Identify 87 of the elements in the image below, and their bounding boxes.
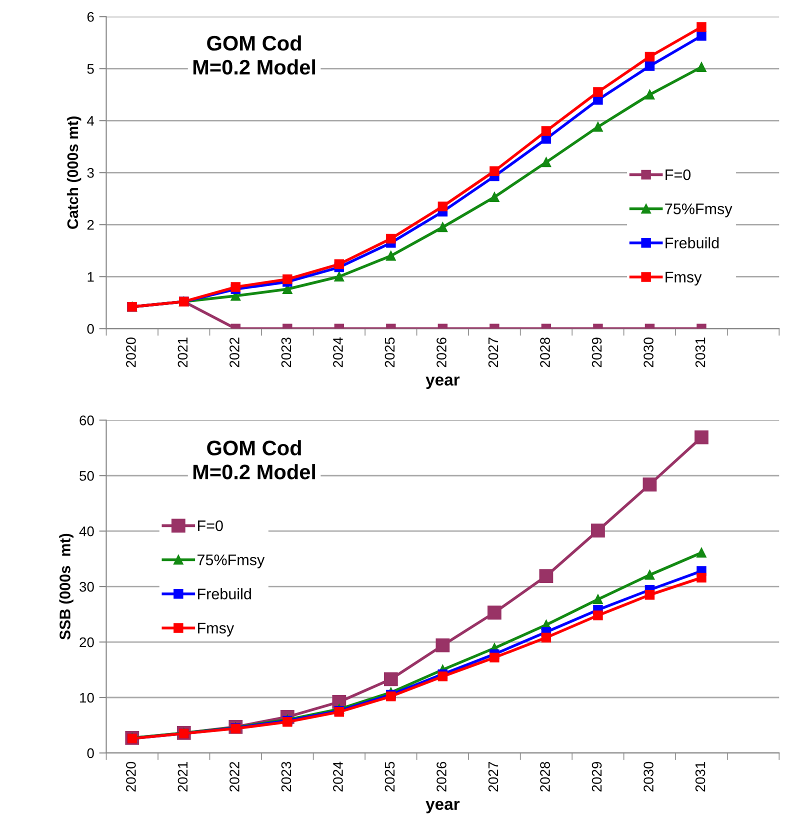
x-tick-label: 2027 xyxy=(488,338,498,368)
x-tick-label: 2022 xyxy=(230,338,240,368)
y-tick-label: 20 xyxy=(80,637,94,648)
point xyxy=(696,62,706,72)
y-axis-title: SSB (000s mt) xyxy=(59,534,74,640)
y-axis-title: Catch (000s mt) xyxy=(66,116,82,229)
y-tick-label: 5 xyxy=(87,64,94,74)
y-tick-label: 0 xyxy=(87,748,94,758)
legend-label: Fmsy xyxy=(198,622,234,637)
point xyxy=(488,606,502,620)
point xyxy=(334,259,344,270)
x-tick-label: 2022 xyxy=(230,762,240,792)
y-tick-label: 2 xyxy=(87,220,94,230)
point xyxy=(644,590,655,600)
point xyxy=(696,31,706,41)
y-tick-label: 3 xyxy=(87,168,94,178)
x-axis-title: year xyxy=(426,800,460,814)
point xyxy=(438,202,448,212)
point xyxy=(541,157,552,168)
point xyxy=(694,430,708,444)
x-tick-label: 2020 xyxy=(126,762,136,792)
y-tick-label: 1 xyxy=(88,272,94,282)
point xyxy=(384,672,398,686)
legend-label: Frebuild xyxy=(666,237,719,248)
point xyxy=(490,652,500,662)
x-tick-label: 2028 xyxy=(540,338,550,368)
legend-label: 75%Fmsy xyxy=(198,554,265,568)
legend-label: Fmsy xyxy=(666,272,702,286)
x-tick-label: 2025 xyxy=(384,762,395,792)
point xyxy=(644,570,655,580)
point xyxy=(593,122,603,132)
point xyxy=(644,90,655,100)
legend-label: F=0 xyxy=(198,520,223,532)
x-tick-label: 2029 xyxy=(592,338,602,368)
y-tick-label: 40 xyxy=(79,526,94,536)
point xyxy=(593,87,603,97)
x-tick-label: 2023 xyxy=(281,762,292,792)
x-tick-label: 2027 xyxy=(488,762,498,792)
x-tick-label: 2021 xyxy=(178,762,188,792)
point xyxy=(593,610,603,620)
x-tick-label: 2030 xyxy=(644,338,654,368)
x-axis-title: year xyxy=(426,376,460,389)
y-tick-label: 60 xyxy=(80,415,94,426)
annotation: GOM Cod M=0.2 Model xyxy=(193,35,316,75)
point xyxy=(696,548,706,558)
point xyxy=(644,61,655,71)
y-tick-label: 4 xyxy=(87,116,94,126)
point xyxy=(438,222,448,232)
x-tick-label: 2031 xyxy=(695,338,706,368)
legend-label: Frebuild xyxy=(198,588,251,600)
y-tick-label: 10 xyxy=(80,692,94,703)
x-tick-label: 2026 xyxy=(436,762,446,792)
y-tick-label: 50 xyxy=(80,470,94,481)
point xyxy=(541,632,552,642)
x-tick-label: 2031 xyxy=(695,762,706,792)
x-tick-label: 2024 xyxy=(333,337,343,368)
legend-label: F=0 xyxy=(666,169,691,180)
point xyxy=(490,166,500,176)
point xyxy=(591,524,605,538)
x-tick-label: 2025 xyxy=(384,338,395,368)
x-tick-label: 2020 xyxy=(126,338,136,368)
point xyxy=(334,272,344,282)
point xyxy=(696,572,706,583)
point xyxy=(644,52,655,62)
x-tick-label: 2030 xyxy=(644,762,654,792)
point xyxy=(386,250,396,261)
x-tick-label: 2023 xyxy=(281,338,292,368)
y-tick-label: 0 xyxy=(87,324,94,334)
annotation: GOM Cod M=0.2 Model xyxy=(193,440,316,480)
x-tick-label: 2028 xyxy=(540,762,550,792)
y-tick-label: 6 xyxy=(87,12,94,22)
point xyxy=(436,638,450,652)
point xyxy=(539,569,554,583)
point xyxy=(642,478,657,492)
x-tick-label: 2029 xyxy=(592,762,602,792)
point xyxy=(593,594,603,604)
x-tick-label: 2024 xyxy=(333,762,343,792)
point xyxy=(438,672,448,682)
x-tick-label: 2026 xyxy=(436,338,446,368)
point xyxy=(541,126,552,136)
y-tick-label: 30 xyxy=(80,582,94,592)
legend-label: 75%Fmsy xyxy=(665,204,732,218)
point xyxy=(282,274,292,284)
point xyxy=(696,22,706,32)
point xyxy=(386,234,396,244)
x-tick-label: 2021 xyxy=(178,338,188,368)
point xyxy=(490,192,500,202)
